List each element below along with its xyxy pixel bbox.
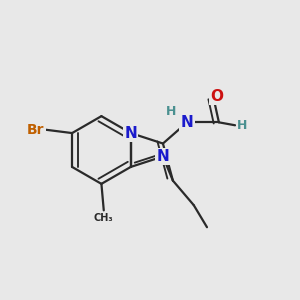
Text: Br: Br [27, 122, 45, 136]
Text: H: H [237, 119, 248, 132]
Text: H: H [166, 105, 176, 118]
Text: O: O [210, 89, 223, 104]
Text: N: N [181, 115, 194, 130]
Text: CH₃: CH₃ [94, 213, 114, 223]
Text: N: N [124, 126, 137, 141]
Text: N: N [157, 149, 169, 164]
